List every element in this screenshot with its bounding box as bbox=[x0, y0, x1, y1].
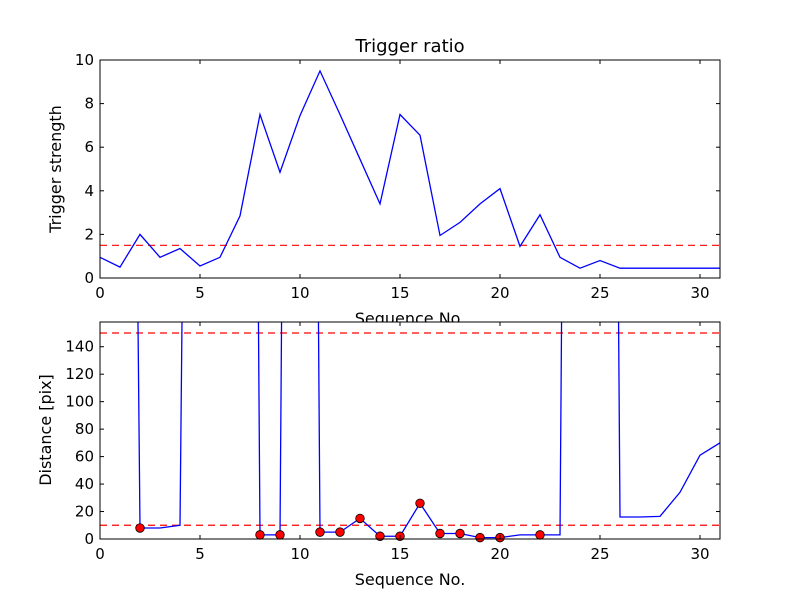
x-tick-label: 20 bbox=[490, 545, 509, 563]
y-tick-label: 20 bbox=[75, 503, 94, 521]
data-point bbox=[455, 528, 465, 539]
series-lines bbox=[137, 322, 720, 539]
x-tick-label: 30 bbox=[690, 284, 709, 302]
x-tick-label: 25 bbox=[590, 545, 609, 563]
data-point bbox=[335, 527, 345, 537]
data-point bbox=[535, 530, 545, 540]
plot-frame bbox=[99, 59, 721, 279]
x-tick-label: 15 bbox=[390, 545, 409, 563]
y-axis-label: Trigger strength bbox=[46, 105, 65, 234]
data-point bbox=[475, 532, 485, 543]
y-tick-label: 8 bbox=[84, 95, 94, 113]
y-tick-label: 4 bbox=[84, 182, 94, 200]
y-tick-label: 80 bbox=[75, 420, 94, 438]
x-tick-label: 25 bbox=[590, 284, 609, 302]
x-tick-label: 15 bbox=[390, 284, 409, 302]
y-tick-label: 60 bbox=[75, 448, 94, 466]
chart-title: Trigger ratio bbox=[354, 36, 464, 57]
series-line bbox=[137, 322, 720, 539]
y-tick-label: 120 bbox=[65, 365, 94, 383]
trigger-ratio-plot: 0 5 10 15 20 25 30 0 2 4 6 8 10 Trigger ratio Trigge… bbox=[46, 36, 721, 328]
y-tick-label: 40 bbox=[75, 475, 94, 493]
y-axis-label: Distance [pix] bbox=[36, 374, 55, 486]
y-tick-label: 0 bbox=[84, 269, 94, 287]
x-tick-label: 0 bbox=[95, 284, 105, 302]
series-markers bbox=[135, 498, 545, 543]
x-tick-label: 30 bbox=[690, 545, 709, 563]
x-tick-label: 5 bbox=[195, 284, 205, 302]
data-point bbox=[435, 528, 445, 539]
plot-area bbox=[100, 60, 720, 278]
series-line bbox=[100, 69, 720, 269]
x-tick-label: 0 bbox=[95, 545, 105, 563]
x-tick-label: 10 bbox=[290, 284, 309, 302]
data-point bbox=[315, 527, 325, 537]
axis-ticks: 0 5 10 15 20 25 30 0 2 4 6 8 10 bbox=[75, 51, 720, 302]
plot-frame bbox=[99, 321, 721, 540]
distance-plot: 0 5 10 15 20 25 30 0 20 40 60 80 100 120 140 Distance … bbox=[36, 321, 721, 589]
data-point bbox=[355, 513, 365, 524]
y-tick-label: 2 bbox=[84, 225, 94, 243]
data-point bbox=[415, 498, 425, 508]
y-tick-label: 100 bbox=[65, 393, 94, 411]
x-tick-label: 20 bbox=[490, 284, 509, 302]
series-lines bbox=[100, 69, 720, 269]
y-tick-label: 140 bbox=[65, 338, 94, 356]
y-tick-label: 10 bbox=[75, 51, 94, 69]
axis-ticks: 0 5 10 15 20 25 30 0 20 40 60 80 100 120 140 bbox=[65, 322, 720, 563]
y-tick-label: 0 bbox=[84, 530, 94, 548]
data-point bbox=[375, 531, 385, 541]
y-tick-label: 6 bbox=[84, 138, 94, 156]
x-tick-label: 5 bbox=[195, 545, 205, 563]
data-point bbox=[275, 530, 285, 540]
data-point bbox=[255, 530, 265, 540]
x-axis-label: Sequence No. bbox=[355, 570, 466, 589]
threshold-lines bbox=[100, 332, 720, 526]
x-tick-label: 10 bbox=[290, 545, 309, 563]
data-point bbox=[135, 523, 145, 533]
plot-area bbox=[100, 322, 720, 539]
